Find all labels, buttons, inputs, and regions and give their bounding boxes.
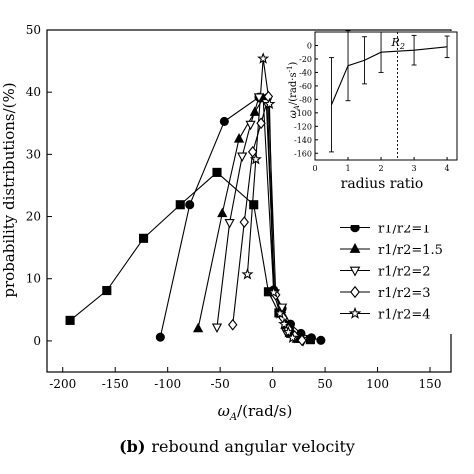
legend-marker-r1-r2-3 xyxy=(350,285,360,299)
inset-y-tick-label: -60 xyxy=(299,82,312,91)
inset-x-axis-label: radius ratio xyxy=(341,176,424,192)
inset-y-axis-label-subscript: A xyxy=(293,105,301,111)
inset-y-tick-label: -20 xyxy=(299,55,312,64)
r2-reference-label-subscript: 2 xyxy=(399,42,405,51)
inset-x-tick-label: 4 xyxy=(445,164,450,173)
inset-background xyxy=(283,31,463,225)
legend-marker-r1-r2-4 xyxy=(348,306,362,319)
data-point-r1-r2-4 xyxy=(257,52,270,64)
data-point-r1-r2-3 xyxy=(256,117,266,130)
data-point-r1-r2-1-5 xyxy=(233,133,245,143)
data-point-r1-r2-4 xyxy=(241,267,254,280)
caption-text: rebound angular velocity xyxy=(151,437,355,456)
main-x-axis-label-subscript: A xyxy=(229,412,237,423)
r2-reference-label: R2 xyxy=(391,36,405,51)
inset-x-tick-label: 1 xyxy=(345,164,350,173)
main-x-tick-label: -50 xyxy=(210,377,229,391)
inset-y-tick-label: -80 xyxy=(299,95,312,104)
data-point-r1-r2-0-5 xyxy=(102,285,112,296)
main-x-tick-label: -100 xyxy=(154,377,181,391)
data-point-r1-r2-2 xyxy=(245,120,256,131)
inset-axis-ticks: 0 1 2 3 4 0 -20 -40 -60 -80 -100 -120 -140 -160 xyxy=(294,41,450,173)
data-point-r1-r2-4 xyxy=(278,317,291,330)
main-x-tick-label: 100 xyxy=(366,377,389,391)
data-point-r1-r2-0-5 xyxy=(175,200,185,210)
data-point-r1-r2-1 xyxy=(306,333,316,343)
inset-series-group: R2 xyxy=(329,30,450,160)
data-point-r1-r2-3 xyxy=(228,318,238,331)
main-x-axis-label-unit: /(rad/s) xyxy=(237,402,292,420)
data-point-r1-r2-1 xyxy=(155,332,165,342)
data-point-r1-r2-0-5 xyxy=(212,167,222,177)
main-y-tick-label: 0 xyxy=(33,334,41,348)
main-y-axis-label: probability distributions/(%) xyxy=(0,82,18,297)
caption-label: (b) xyxy=(119,437,145,456)
data-point-r1-r2-4 xyxy=(249,152,262,165)
inset-y-axis-label-symbol: ω xyxy=(288,110,299,118)
data-point-r1-r2-0-5 xyxy=(138,233,149,243)
figure-caption: (b) rebound angular velocity xyxy=(119,437,355,456)
legend-marker-r1-r2-1-5 xyxy=(349,243,361,253)
inset-y-tick-label: 0 xyxy=(307,41,312,50)
main-x-tick-label: 150 xyxy=(419,377,442,391)
main-x-axis-label-symbol: ω xyxy=(218,402,230,420)
main-series-group xyxy=(65,52,326,347)
data-point-r1-r2-0-5 xyxy=(65,315,75,325)
inset-chart: 0 1 2 3 40-20-40-60-80-100-120-140-160 R2 ωA… xyxy=(283,30,463,225)
data-point-r1-r2-2 xyxy=(211,323,223,333)
main-x-tick-label: 0 xyxy=(269,377,277,391)
main-x-tick-label: -150 xyxy=(102,377,129,391)
data-point-r1-r2-2 xyxy=(253,93,265,103)
data-point-r1-r2-3 xyxy=(247,145,258,158)
data-point-r1-r2-1 xyxy=(219,116,229,126)
inset-y-tick-label: -120 xyxy=(294,122,312,131)
inset-y-axis-label-exponent: -1 xyxy=(286,66,294,73)
data-point-r1-r2-4 xyxy=(273,307,287,319)
data-point-r1-r2-4 xyxy=(263,97,276,110)
data-point-r1-r2-3 xyxy=(297,334,307,347)
main-x-tick-label: 50 xyxy=(317,377,332,391)
main-y-tick-label: 10 xyxy=(26,272,41,286)
legend-label-r1-r2-1-5: r1/r2=1.5 xyxy=(378,243,443,258)
main-y-tick-label: 40 xyxy=(26,85,41,99)
main-y-tick-label: 50 xyxy=(26,23,41,37)
legend-marker-r1-r2-2 xyxy=(349,266,361,277)
data-point-r1-r2-4 xyxy=(282,325,295,338)
data-point-r1-r2-1-5 xyxy=(192,322,204,333)
inset-y-axis-label-unit: /(rad·s xyxy=(288,72,299,105)
inset-y-tick-label: -160 xyxy=(294,149,312,158)
legend-label-r1-r2-2: r1/r2=2 xyxy=(378,265,431,280)
main-x-tick-label: -200 xyxy=(49,377,76,391)
inset-plot-frame xyxy=(314,31,458,161)
main-y-tick-label: 30 xyxy=(26,147,41,161)
data-point-r1-r2-4 xyxy=(267,286,280,298)
inset-x-tick-label: 0 xyxy=(312,164,317,173)
inset-y-axis-label: ωA/(rad·s-1) xyxy=(286,62,301,119)
inset-x-tick-label: 3 xyxy=(412,164,417,173)
data-point-r1-r2-1-5 xyxy=(249,106,260,116)
inset-y-tick-label: -140 xyxy=(294,136,312,145)
data-point-r1-r2-4 xyxy=(286,331,299,343)
data-point-r1-r2-1 xyxy=(316,335,326,345)
data-point-r1-r2-1-5 xyxy=(217,207,228,218)
data-point-r1-r2-2 xyxy=(224,219,235,229)
data-point-r1-r2-0-5 xyxy=(249,200,259,210)
legend-label-r1-r2-3: r1/r2=3 xyxy=(378,286,431,301)
inset-y-axis-label-close: ) xyxy=(288,62,299,66)
legend-label-r1-r2-1: r1/r2=1 xyxy=(378,222,431,237)
legend-label-r1-r2-4: r1/r2=4 xyxy=(378,308,431,323)
data-point-r1-r2-3 xyxy=(239,216,249,229)
inset-y-tick-label: -40 xyxy=(299,68,312,77)
main-x-axis-label: ωA/(rad/s) xyxy=(218,402,293,423)
main-y-tick-label: 20 xyxy=(26,210,41,224)
r2-reference-label-letter: R xyxy=(391,36,400,49)
data-point-r1-r2-1 xyxy=(185,200,195,210)
inset-series-line xyxy=(331,46,448,105)
inset-x-tick-label: 2 xyxy=(378,164,383,173)
inset-y-tick-label: -100 xyxy=(294,109,312,118)
data-point-r1-r2-2 xyxy=(237,152,248,162)
